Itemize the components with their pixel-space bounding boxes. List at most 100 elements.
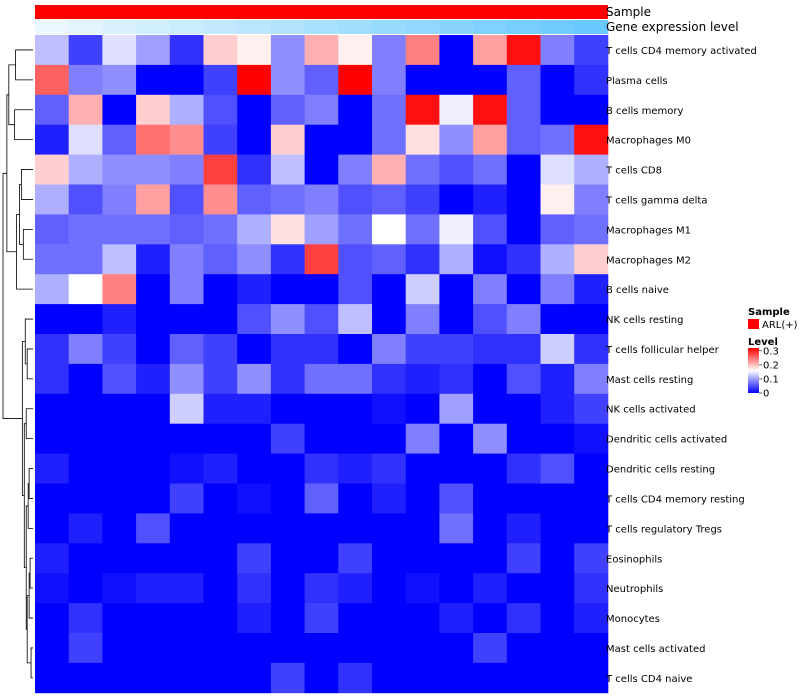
heatmap-cell [405, 483, 440, 514]
heatmap-cell [405, 35, 440, 66]
heatmap-cell [270, 573, 305, 604]
heatmap-cell [237, 573, 272, 604]
heatmap-cell [203, 393, 238, 425]
heatmap-cell [574, 94, 609, 126]
legend-level-ticks: 0.3 0.2 0.1 0 [759, 346, 779, 400]
heatmap-cell [338, 304, 373, 335]
heatmap-cell [304, 453, 339, 484]
heatmap-cell [203, 274, 238, 305]
heatmap-cell [473, 543, 508, 574]
heatmap-cell [540, 64, 575, 96]
heatmap-cell [304, 214, 339, 245]
heatmap-cell [203, 513, 238, 544]
heatmap-cell [439, 423, 474, 454]
legend-sample-title: Sample [748, 307, 790, 318]
heatmap-cell [473, 633, 508, 664]
heatmap-cell [270, 35, 305, 66]
heatmap-cell [35, 513, 70, 544]
heatmap-cell [540, 483, 575, 514]
gene-expression-annotation-cell [574, 20, 609, 34]
heatmap-cell [405, 124, 440, 155]
gene-expression-annotation-cell [304, 20, 339, 34]
heatmap-cell [506, 184, 541, 215]
heatmap-cell [203, 453, 238, 484]
heatmap-cell [304, 633, 339, 664]
heatmap-cell [270, 184, 305, 215]
heatmap-cell [102, 573, 137, 604]
heatmap-cell [338, 513, 373, 544]
row-label: B cells naive [606, 285, 669, 296]
heatmap-cell [338, 334, 373, 365]
heatmap-cell [169, 363, 204, 395]
dendrogram-branch [30, 647, 33, 679]
heatmap-cell [372, 334, 407, 365]
heatmap-cell [102, 94, 137, 126]
heatmap-cell [237, 334, 272, 365]
row-label: Macrophages M1 [606, 225, 691, 236]
heatmap-cell [237, 393, 272, 425]
heatmap-cell [304, 124, 339, 155]
heatmap-cell [203, 94, 238, 126]
heatmap-cell [136, 513, 171, 544]
heatmap-cell [203, 603, 238, 634]
heatmap-cell [506, 603, 541, 634]
heatmap-cell [338, 244, 373, 275]
heatmap-cell [237, 94, 272, 126]
heatmap-cell [338, 274, 373, 305]
heatmap-cell [237, 483, 272, 514]
heatmap-cell [68, 513, 103, 544]
heatmap-cell [338, 64, 373, 96]
legend-sample-label: ARL(+) [762, 320, 798, 331]
heatmap-cell [270, 483, 305, 514]
heatmap-cell [540, 423, 575, 454]
heatmap-cell [169, 423, 204, 454]
heatmap-cell [203, 543, 238, 574]
heatmap-cell [439, 393, 474, 425]
heatmap-cell [574, 154, 609, 185]
heatmap-cell [372, 124, 407, 155]
heatmap-cell [574, 124, 609, 155]
heatmap-cell [68, 393, 103, 425]
heatmap-cell [506, 304, 541, 335]
legend-tick-label: 0.1 [763, 374, 779, 385]
heatmap-cell [270, 154, 305, 185]
row-label: Monocytes [606, 614, 660, 625]
heatmap-cell [540, 573, 575, 604]
heatmap-cell [68, 35, 103, 66]
heatmap-cell [506, 334, 541, 365]
heatmap-cell [102, 124, 137, 155]
heatmap-cell [136, 334, 171, 365]
heatmap-cell [169, 662, 204, 694]
heatmap-cell [439, 274, 474, 305]
heatmap-cell [473, 244, 508, 275]
heatmap-cell [439, 214, 474, 245]
heatmap-cell [506, 393, 541, 425]
row-label: T cells gamma delta [605, 195, 707, 206]
dendrogram-branch [6, 94, 17, 253]
heatmap-cell [203, 573, 238, 604]
gene-expression-annotation-cell [102, 20, 137, 34]
heatmap-cell [68, 274, 103, 305]
heatmap-cell [270, 423, 305, 454]
heatmap-cell [439, 363, 474, 395]
heatmap-cell [68, 214, 103, 245]
heatmap-cell [35, 184, 70, 215]
heatmap-cell [506, 423, 541, 454]
heatmap-cell [136, 603, 171, 634]
heatmap-cell [506, 244, 541, 275]
heatmap-cell [237, 363, 272, 395]
heatmap-cell [405, 543, 440, 574]
heatmap-cell [405, 214, 440, 245]
heatmap-cell [169, 184, 204, 215]
heatmap-cell [136, 423, 171, 454]
heatmap-cell [338, 543, 373, 574]
heatmap-cell [540, 393, 575, 425]
row-dendrogram [2, 49, 33, 679]
heatmap-cell [68, 633, 103, 664]
heatmap-cell [35, 304, 70, 335]
heatmap-cell [35, 603, 70, 634]
heatmap-cell [506, 274, 541, 305]
heatmap-cell [473, 64, 508, 96]
heatmap-cell [405, 94, 440, 126]
heatmap-cell [574, 184, 609, 215]
